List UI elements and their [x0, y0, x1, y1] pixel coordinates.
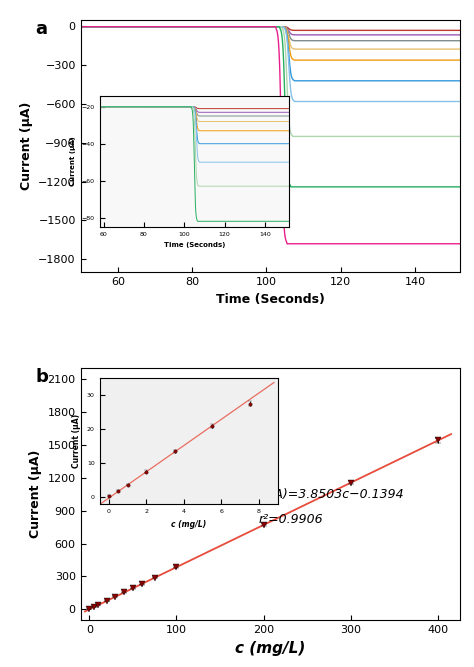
Y-axis label: Current (μA): Current (μA) [29, 450, 42, 538]
Text: r²=0.9906: r²=0.9906 [259, 513, 323, 526]
X-axis label: c (mg/L): c (mg/L) [235, 641, 305, 656]
Text: a: a [35, 20, 47, 38]
Text: i(μA)=3.8503c−0.1394: i(μA)=3.8503c−0.1394 [259, 488, 404, 501]
Text: b: b [35, 368, 48, 386]
Y-axis label: Current (μA): Current (μA) [19, 102, 33, 190]
X-axis label: Time (Seconds): Time (Seconds) [216, 293, 325, 305]
